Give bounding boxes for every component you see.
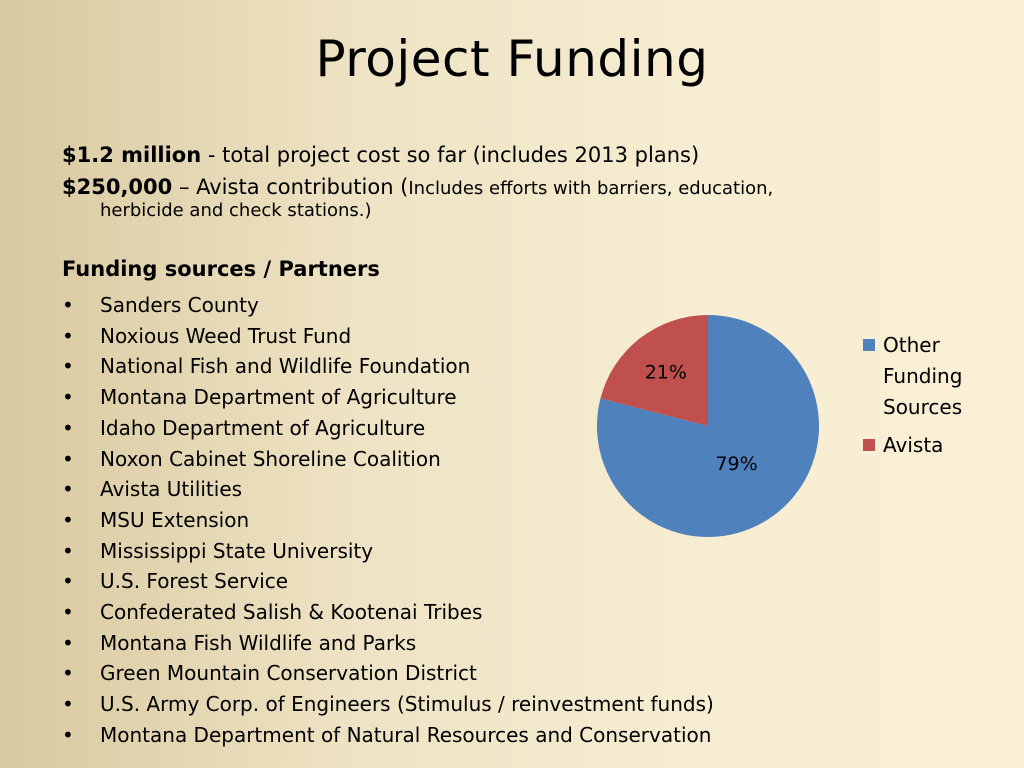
pie-slice-avista [600, 315, 708, 426]
cost-summary: $1.2 million - total project cost so far… [62, 140, 882, 222]
pie-data-label: 79% [715, 453, 757, 475]
partner-list-item: • U.S. Army Corp. of Engineers (Stimulus … [62, 689, 714, 720]
legend-swatch [863, 439, 875, 451]
partner-list-item: • U.S. Forest Service [62, 566, 714, 597]
partner-name: MSU Extension [100, 507, 250, 532]
partner-list-item: • Mississippi State University [62, 536, 714, 567]
partner-list-item: • Noxon Cabinet Shoreline Coalition [62, 444, 714, 475]
total-cost-description: - total project cost so far (includes 20… [201, 143, 700, 167]
partner-list-item: • National Fish and Wildlife Foundation [62, 351, 714, 382]
legend-label: Sources [883, 395, 963, 419]
partner-name: Montana Fish Wildlife and Parks [100, 630, 417, 655]
partner-list-item: • MSU Extension [62, 505, 714, 536]
slide-title: Project Funding [315, 30, 709, 88]
legend-item: Other Funding Sources [863, 330, 962, 423]
partner-name: Noxious Weed Trust Fund [100, 323, 352, 348]
avista-contribution-description: – Avista contribution ( [172, 175, 409, 199]
bullet-icon: • [62, 293, 74, 317]
chart-legend: Other Funding Sources Avista [863, 330, 962, 461]
legend-swatch [863, 339, 875, 351]
partner-list-item: • Montana Fish Wildlife and Parks [62, 628, 714, 659]
bullet-icon: • [62, 661, 74, 686]
bullet-icon: • [62, 323, 74, 348]
avista-contribution-amount: $250,000 [62, 175, 173, 199]
bullet-icon: • [62, 692, 74, 717]
avista-contribution-note: Includes efforts with barriers, educatio… [408, 178, 774, 199]
partner-list-item: • Sanders County [62, 290, 714, 321]
avista-contribution-line: $250,000 – Avista contribution (Includes… [62, 172, 882, 204]
partner-list-item: • Montana Department of Natural Resources… [62, 720, 714, 751]
partner-name: Mississippi State University [100, 538, 374, 563]
legend-item: Avista [863, 430, 962, 461]
partner-name: Avista Utilities [100, 477, 243, 502]
partner-list-item: • Green Mountain Conservation District [62, 658, 714, 689]
bullet-icon: • [62, 385, 74, 410]
bullet-icon: • [62, 507, 74, 532]
partners-list: • Sanders County • Noxious Weed Trust Fund •… [62, 290, 714, 751]
partner-name: Montana Department of Agriculture [100, 385, 457, 410]
bullet-icon: • [62, 630, 74, 655]
partner-name: Montana Department of Natural Resources … [100, 722, 712, 747]
partner-list-item: • Idaho Department of Agriculture [62, 413, 714, 444]
partner-name: Noxon Cabinet Shoreline Coalition [100, 446, 441, 471]
legend-label: Avista [883, 433, 944, 457]
partner-name: Confederated Salish & Kootenai Tribes [100, 600, 483, 625]
total-cost-amount: $1.2 million [62, 143, 202, 167]
bullet-icon: • [62, 415, 74, 440]
partner-name: National Fish and Wildlife Foundation [100, 354, 471, 379]
partner-list-item: • Noxious Weed Trust Fund [62, 321, 714, 352]
total-cost-line: $1.2 million - total project cost so far… [62, 140, 882, 170]
bullet-icon: • [62, 538, 74, 563]
bullet-icon: • [62, 600, 74, 625]
funding-sources-heading: Funding sources / Partners [62, 257, 380, 281]
legend-label: Other [883, 333, 940, 357]
partner-list-item: • Montana Department of Agriculture [62, 382, 714, 413]
bullet-icon: • [62, 446, 74, 471]
partner-name: Green Mountain Conservation District [100, 661, 477, 686]
partner-name: Sanders County [100, 293, 259, 317]
partner-name: U.S. Forest Service [100, 569, 289, 594]
partner-name: U.S. Army Corp. of Engineers (Stimulus /… [100, 692, 714, 717]
bullet-icon: • [62, 354, 74, 379]
funding-pie-chart: 79% 21% [597, 315, 819, 537]
partner-name: Idaho Department of Agriculture [100, 415, 426, 440]
partner-list-item: • Avista Utilities [62, 474, 714, 505]
bullet-icon: • [62, 477, 74, 502]
bullet-icon: • [62, 722, 74, 747]
legend-label: Funding [883, 364, 963, 388]
avista-contribution-note-continued: herbicide and check stations.) [100, 200, 372, 221]
pie-data-label: 21% [645, 362, 687, 384]
partner-list-item: • Confederated Salish & Kootenai Tribes [62, 597, 714, 628]
bullet-icon: • [62, 569, 74, 594]
